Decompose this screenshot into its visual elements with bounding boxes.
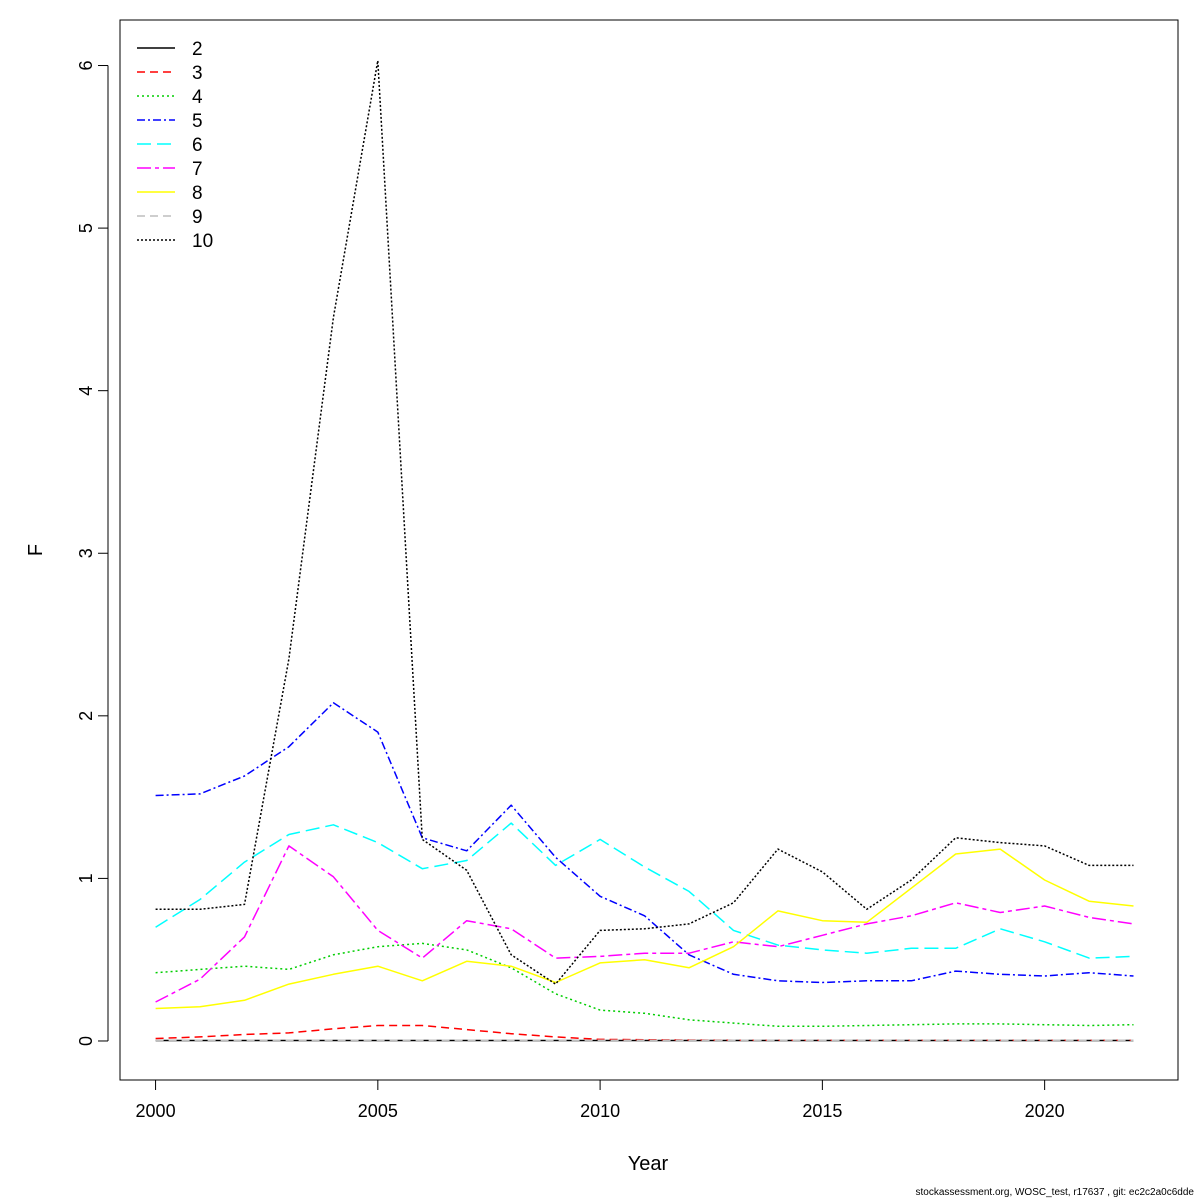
- footer-note: stockassessment.org, WOSC_test, r17637 ,…: [915, 1187, 1194, 1198]
- x-tick-label-2010: 2010: [580, 1101, 620, 1121]
- legend-label-8: 8: [192, 183, 203, 204]
- y-axis-title: F: [25, 544, 47, 556]
- y-tick-label-6: 6: [76, 61, 96, 71]
- x-tick-label-2015: 2015: [802, 1101, 842, 1121]
- series-layer: [155, 59, 1134, 1042]
- series-line-4: [155, 942, 1134, 1028]
- y-tick-label-0: 0: [76, 1036, 96, 1046]
- y-tick-label-1: 1: [76, 873, 96, 883]
- series-line-6: [155, 822, 1134, 959]
- x-tick-label-2020: 2020: [1025, 1101, 1065, 1121]
- series-line-7: [155, 845, 1134, 1003]
- series-line-5: [155, 702, 1134, 984]
- plot-frame: [119, 19, 1179, 1081]
- series-line-3: [155, 1024, 1134, 1042]
- x-tick-label-2005: 2005: [358, 1101, 398, 1121]
- legend-label-10: 10: [192, 231, 213, 252]
- legend-label-7: 7: [192, 159, 203, 180]
- legend-label-4: 4: [192, 87, 203, 108]
- legend-label-2: 2: [192, 39, 203, 60]
- y-tick-label-2: 2: [76, 711, 96, 721]
- legend-label-3: 3: [192, 63, 203, 84]
- series-line-10: [155, 59, 1134, 985]
- y-tick-label-4: 4: [76, 386, 96, 396]
- y-axis: 0 1 2 3 4 5 6: [76, 61, 109, 1046]
- legend: 2 3 4 5 6 7 8 9 10: [137, 39, 213, 252]
- legend-label-5: 5: [192, 111, 203, 132]
- x-axis-title: Year: [628, 1153, 669, 1175]
- x-axis: 2000 2005 2010 2015 2020: [136, 1079, 1065, 1121]
- legend-label-6: 6: [192, 135, 203, 156]
- x-tick-label-2000: 2000: [136, 1101, 176, 1121]
- y-tick-label-3: 3: [76, 548, 96, 558]
- series-line-8: [155, 848, 1134, 1010]
- y-tick-label-5: 5: [76, 223, 96, 233]
- legend-label-9: 9: [192, 207, 203, 228]
